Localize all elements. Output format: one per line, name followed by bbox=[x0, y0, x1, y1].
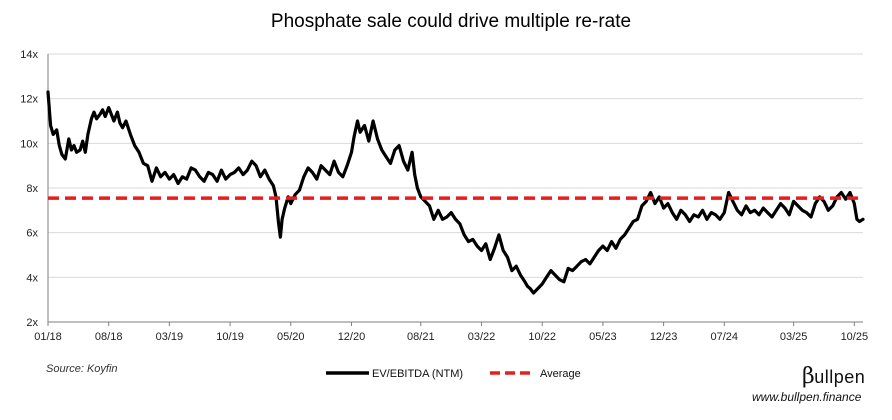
y-axis-tick-labels: 2x 4x 6x 8x 10x 12x 14x bbox=[20, 49, 38, 329]
x-tick-label: 07/24 bbox=[711, 331, 739, 343]
y-tick-label: 4x bbox=[26, 272, 38, 284]
y-tick-label: 6x bbox=[26, 228, 38, 240]
x-tick-label: 08/21 bbox=[407, 331, 435, 343]
x-tick-label: 03/25 bbox=[780, 331, 808, 343]
brand-beta-symbol: β bbox=[802, 364, 816, 389]
x-tick-label: 08/18 bbox=[95, 331, 123, 343]
y-tick-label: 8x bbox=[26, 183, 38, 195]
x-tick-label: 03/19 bbox=[156, 331, 184, 343]
y-tick-label: 12x bbox=[20, 94, 38, 106]
y-tick-label: 14x bbox=[20, 49, 38, 61]
legend-label-ev-ebitda: EV/EBITDA (NTM) bbox=[372, 368, 463, 380]
brand-name: ullpen bbox=[814, 367, 866, 387]
source-note: Source: Koyfin bbox=[46, 363, 118, 375]
brand-logo: βullpen bbox=[802, 364, 865, 389]
legend: EV/EBITDA (NTM) Average bbox=[326, 368, 581, 380]
x-tick-label: 10/25 bbox=[841, 331, 869, 343]
series-group bbox=[46, 90, 865, 295]
website-url: www.bullpen.finance bbox=[752, 390, 862, 404]
x-tick-label: 12/23 bbox=[650, 331, 678, 343]
y-gridlines bbox=[48, 53, 863, 278]
x-tick-label: 12/20 bbox=[338, 331, 366, 343]
axes bbox=[47, 54, 863, 326]
x-tick-label: 10/19 bbox=[216, 331, 244, 343]
x-axis-tick-labels: 01/18 08/18 03/19 10/19 05/20 12/20 08/21 03/22… bbox=[34, 331, 868, 343]
x-tick-label: 01/18 bbox=[34, 331, 62, 343]
x-tick-label: 10/22 bbox=[528, 331, 556, 343]
series-line-ev-ebitda-ntm bbox=[46, 90, 865, 295]
x-tick-label: 05/23 bbox=[589, 331, 617, 343]
y-tick-label: 2x bbox=[26, 317, 38, 329]
legend-label-average: Average bbox=[540, 368, 581, 380]
y-tick-label: 10x bbox=[20, 138, 38, 150]
chart-title: Phosphate sale could drive multiple re-r… bbox=[271, 11, 631, 32]
x-tick-label: 05/20 bbox=[277, 331, 305, 343]
x-tick-label: 03/22 bbox=[468, 331, 496, 343]
